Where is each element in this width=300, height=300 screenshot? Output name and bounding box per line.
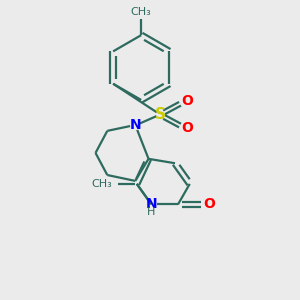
Text: H: H (147, 207, 156, 218)
Text: S: S (155, 107, 166, 122)
Text: O: O (182, 94, 193, 108)
Text: N: N (130, 118, 141, 132)
Text: O: O (182, 121, 193, 135)
Text: CH₃: CH₃ (131, 7, 152, 17)
Text: O: O (203, 197, 215, 212)
Text: CH₃: CH₃ (91, 179, 112, 189)
Text: N: N (146, 197, 157, 212)
